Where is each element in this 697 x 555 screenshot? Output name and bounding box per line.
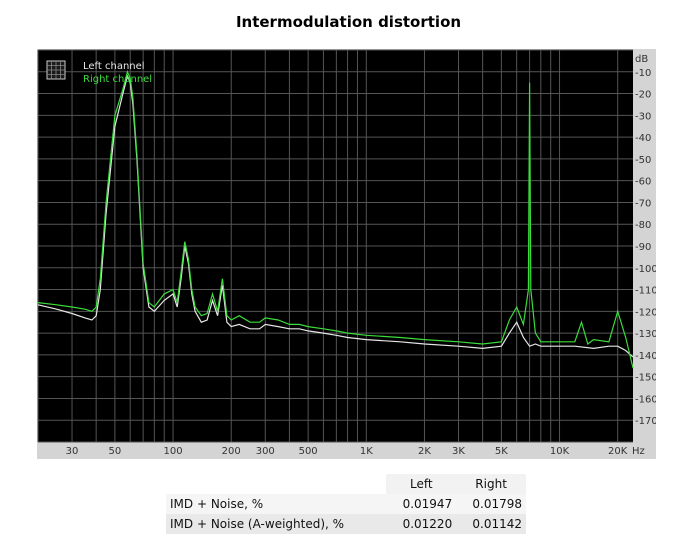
y-tick-label: -120 bbox=[635, 307, 656, 318]
chart-title: Intermodulation distortion bbox=[235, 13, 462, 31]
legend-right-channel: Right channel bbox=[83, 74, 152, 85]
x-tick-label: 50 bbox=[109, 446, 122, 457]
legend-icon-grid bbox=[47, 61, 65, 79]
y-tick-label: -10 bbox=[635, 68, 651, 79]
header-left: Left bbox=[386, 474, 457, 494]
x-tick-label: 300 bbox=[256, 446, 275, 457]
x-unit-label: Hz bbox=[632, 446, 645, 457]
y-unit-label: dB bbox=[635, 54, 648, 65]
x-tick-label: 30 bbox=[66, 446, 79, 457]
grid bbox=[37, 49, 633, 443]
chart-svg: -10 -20 -30 -40 -50 -60 -70 -80 -90 -100 -110 -120 -… bbox=[37, 49, 656, 457]
x-tick-label: 200 bbox=[222, 446, 241, 457]
x-tick-label: 20K bbox=[608, 446, 628, 457]
y-tick-label: -60 bbox=[635, 177, 651, 188]
y-tick-label: -170 bbox=[635, 416, 656, 427]
y-tick-label: -50 bbox=[635, 155, 651, 166]
table-row: IMD + Noise (A-weighted), % 0.01220 0.01… bbox=[166, 514, 526, 534]
x-tick-label: 10K bbox=[550, 446, 570, 457]
x-tick-label: 100 bbox=[164, 446, 183, 457]
legend-left-channel: Left channel bbox=[83, 61, 145, 72]
legend: Left channel Right channel bbox=[46, 60, 152, 85]
table-header-row: Left Right bbox=[166, 474, 526, 494]
y-tick-label: -30 bbox=[635, 111, 651, 122]
x-ticks: 30 50 100 200 300 500 1K 2K 3K 5K 10K 20K bbox=[66, 446, 628, 457]
row-left-value: 0.01947 bbox=[386, 494, 457, 514]
row-label: IMD + Noise (A-weighted), % bbox=[166, 514, 387, 534]
y-tick-label: -140 bbox=[635, 351, 656, 362]
series-group bbox=[37, 69, 634, 369]
y-tick-label: -90 bbox=[635, 242, 651, 253]
y-tick-label: -150 bbox=[635, 373, 656, 384]
x-tick-label: 2K bbox=[418, 446, 431, 457]
y-tick-label: -70 bbox=[635, 198, 651, 209]
y-ticks: -10 -20 -30 -40 -50 -60 -70 -80 -90 -100 -110 -120 -… bbox=[635, 68, 656, 427]
row-right-value: 0.01798 bbox=[456, 494, 526, 514]
row-right-value: 0.01142 bbox=[456, 514, 526, 534]
y-tick-label: -80 bbox=[635, 220, 651, 231]
results-table: Left Right IMD + Noise, % 0.01947 0.0179… bbox=[166, 474, 526, 534]
x-tick-label: 3K bbox=[452, 446, 465, 457]
header-right: Right bbox=[456, 474, 526, 494]
x-tick-label: 500 bbox=[299, 446, 318, 457]
x-tick-label: 1K bbox=[360, 446, 373, 457]
y-tick-label: -20 bbox=[635, 90, 651, 101]
y-tick-label: -130 bbox=[635, 329, 656, 340]
series-line-right-channel bbox=[37, 69, 634, 369]
header-empty bbox=[166, 474, 387, 494]
y-tick-label: -100 bbox=[635, 264, 656, 275]
y-tick-label: -40 bbox=[635, 133, 651, 144]
row-label: IMD + Noise, % bbox=[166, 494, 387, 514]
series-line-left-channel bbox=[37, 74, 634, 358]
x-tick-label: 5K bbox=[495, 446, 508, 457]
table-row: IMD + Noise, % 0.01947 0.01798 bbox=[166, 494, 526, 514]
row-left-value: 0.01220 bbox=[386, 514, 457, 534]
y-tick-label: -160 bbox=[635, 394, 656, 405]
y-tick-label: -110 bbox=[635, 286, 656, 297]
imd-table: Left Right IMD + Noise, % 0.01947 0.0179… bbox=[166, 474, 526, 534]
chart-frame: -10 -20 -30 -40 -50 -60 -70 -80 -90 -100 -110 -120 -… bbox=[37, 49, 656, 459]
